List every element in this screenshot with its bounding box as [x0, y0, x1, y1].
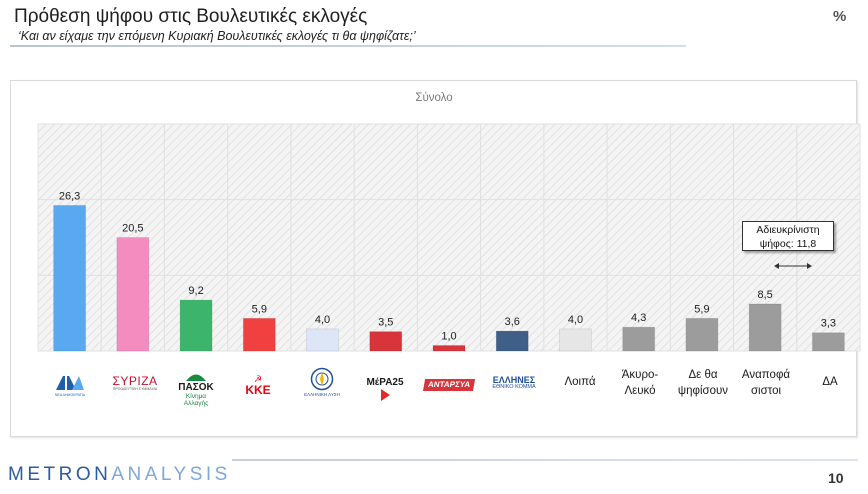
title-rule — [10, 45, 686, 47]
logo-kke: ☭ ΚΚΕ — [238, 375, 278, 397]
value-label-12: 3,3 — [821, 318, 836, 330]
page-number: 10 — [828, 470, 844, 486]
brand-part-1: METRON — [8, 464, 112, 485]
value-label-8: 4,0 — [568, 314, 583, 326]
ellines-label: ΕΛΛΗΝΕΣ — [492, 375, 536, 385]
bar-2 — [179, 299, 213, 352]
value-label-3: 5,9 — [252, 303, 267, 315]
antarsya-label: ΑΝΤΑΡΣΥΑ — [422, 379, 476, 392]
logo-syriza: ΣΥΡΙΖΑ ΠΡΟΟΔΕΥΤΙΚΗ ΣΥΜΜΑΧΙΑ — [110, 375, 160, 391]
chart-title: Σύνολο — [415, 92, 453, 104]
callout-line-2: ψήφος: 11,8 — [759, 238, 817, 250]
nd-logo-icon — [56, 376, 84, 390]
brand-part-2: ANALYSIS — [111, 464, 231, 485]
logo-pasok: ΠΑΣΟΚ Κίνημα Αλλαγής — [173, 371, 219, 408]
value-label-9: 4,3 — [631, 312, 646, 324]
value-label-1: 20,5 — [122, 223, 143, 235]
bar-10 — [685, 317, 719, 352]
logo-elliniki-lysi: ΕΛΛΗΝΙΚΗ ΛΥΣΗ — [302, 367, 342, 398]
bar-8 — [558, 328, 592, 352]
anapof-text-2: σιστοι — [750, 385, 782, 398]
ellines-sub-label: ΕΘΝΙΚΟ ΚΟΜΜΑ — [492, 384, 536, 391]
value-label-7: 3,6 — [505, 316, 520, 328]
kke-label: ΚΚΕ — [245, 383, 271, 397]
bar-1 — [116, 237, 150, 352]
logo-ellines: ΕΛΛΗΝΕΣ ΕΘΝΙΚΟ ΚΟΜΜΑ — [484, 375, 544, 391]
value-label-6: 1,0 — [441, 330, 456, 342]
bar-0 — [53, 204, 87, 352]
value-label-10: 5,9 — [694, 303, 709, 315]
value-label-11: 8,5 — [758, 289, 773, 301]
category-label-de-tha: Δε θα ψηφίσουν — [671, 367, 735, 399]
akyro-text-2: Λευκό — [624, 385, 656, 398]
metron-brand-logo: METRONANALYSIS — [8, 464, 231, 486]
value-label-2: 9,2 — [188, 285, 203, 297]
lysi-label: ΕΛΛΗΝΙΚΗ ΛΥΣΗ — [304, 392, 340, 398]
de-tha-text-2: ψηφίσουν — [677, 385, 729, 398]
footer-rule — [232, 459, 858, 461]
value-label-4: 4,0 — [315, 314, 330, 326]
bar-11 — [748, 303, 782, 352]
pasok-label: ΠΑΣΟΚ — [178, 382, 214, 394]
de-tha-text-1: Δε θα — [688, 369, 718, 381]
bar-3 — [242, 317, 276, 352]
logo-antarsya: ΑΝΤΑΡΣΥΑ — [422, 379, 476, 392]
bar-12 — [811, 332, 845, 352]
category-label-loipa: Λοιπά — [550, 374, 610, 390]
pasok-sub-label: Κίνημα Αλλαγής — [183, 392, 209, 407]
bar-9 — [622, 326, 656, 352]
mera-arrow-icon — [380, 388, 390, 401]
syriza-sub-label: ΠΡΟΟΔΕΥΤΙΚΗ ΣΥΜΜΑΧΙΑ — [112, 386, 158, 391]
unclear-vote-callout: Αδιευκρίνιστη ψήφος: 11,8 — [742, 221, 834, 251]
compass-seal-icon — [310, 367, 334, 391]
callout-line-1: Αδιευκρίνιστη — [756, 224, 820, 236]
sun-icon — [186, 374, 206, 381]
bar-7 — [495, 330, 529, 352]
page-title: Πρόθεση ψήφου στις Βουλευτικές εκλογές — [14, 6, 368, 27]
syriza-label: ΣΥΡΙΖΑ — [112, 374, 158, 388]
plot-area — [37, 123, 861, 352]
page-subtitle: ‘Και αν είχαμε την επόμενη Κυριακή Βουλε… — [18, 29, 416, 43]
category-label-akyro: Άκυρο- Λευκό — [610, 367, 670, 399]
bar-5 — [369, 331, 403, 352]
nd-sub-label: ΝΕΑ ΔΗΜΟΚΡΑΤΙΑ — [54, 393, 86, 398]
anapof-text-1: Αναποφά — [741, 369, 791, 381]
bar-6 — [432, 344, 466, 352]
category-label-da: ΔΑ — [800, 374, 860, 390]
loipa-text: Λοιπά — [564, 376, 596, 388]
category-label-anapofasistoi: Αναποφά σιστοι — [734, 367, 798, 399]
mera-label: ΜέΡΑ25 — [366, 377, 404, 388]
bar-4 — [306, 328, 340, 352]
value-label-5: 3,5 — [378, 317, 393, 329]
akyro-text-1: Άκυρο- — [621, 369, 659, 381]
double-arrow-icon — [774, 263, 812, 269]
da-text: ΔΑ — [822, 376, 838, 388]
logo-mera25: ΜέΡΑ25 — [363, 377, 407, 401]
percent-unit: % — [833, 8, 847, 25]
logo-nd: ΝΕΑ ΔΗΜΟΚΡΑΤΙΑ — [50, 374, 90, 398]
hammer-sickle-icon: ☭ — [253, 374, 263, 384]
value-label-0: 26,3 — [59, 190, 80, 202]
